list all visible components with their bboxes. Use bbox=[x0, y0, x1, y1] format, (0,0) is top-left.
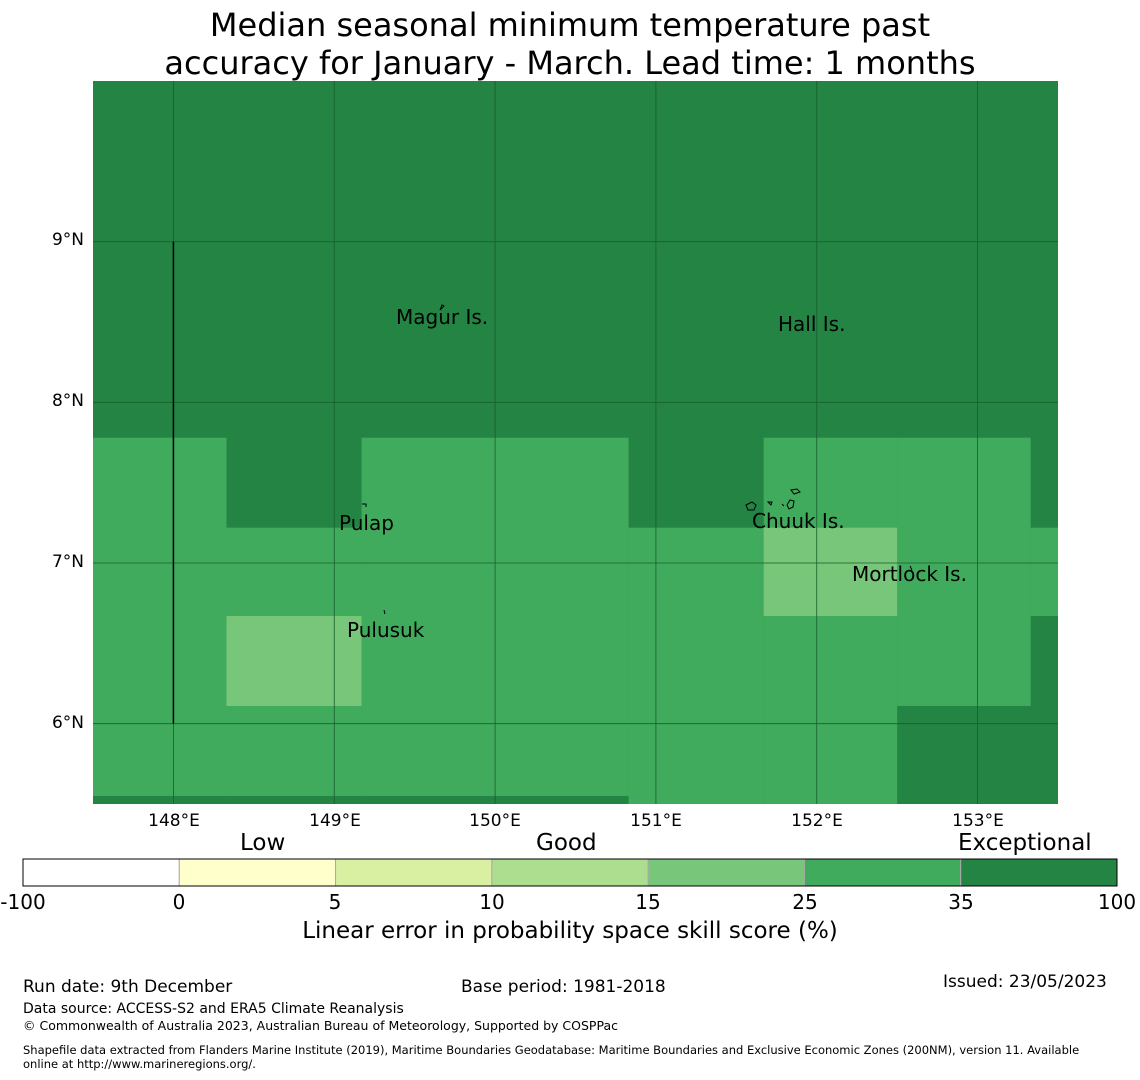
colorbar-tick: 5 bbox=[328, 890, 342, 914]
title-line-1: Median seasonal minimum temperature past bbox=[209, 6, 931, 44]
category-exceptional: Exceptional bbox=[958, 830, 1092, 856]
chuuk-island-outline bbox=[781, 503, 785, 507]
skill-cell-good-high bbox=[763, 437, 898, 804]
colorbar-tick: 35 bbox=[948, 890, 974, 914]
lon-tick-148e: 148°E bbox=[148, 811, 200, 831]
colorbar-frame bbox=[22, 858, 1118, 887]
mortlock-island-outline bbox=[909, 565, 913, 571]
lat-tick-8n: 8°N bbox=[51, 391, 84, 411]
colorbar-tick: 10 bbox=[479, 890, 505, 914]
colorbar-tick: 100 bbox=[1097, 890, 1137, 914]
chuuk-island-outline bbox=[766, 501, 773, 506]
chuuk-island-outline bbox=[745, 501, 757, 511]
lat-tick-6n: 6°N bbox=[51, 713, 84, 733]
issued-date: Issued: 23/05/2023 bbox=[943, 972, 1107, 992]
category-good: Good bbox=[536, 830, 597, 856]
colorbar-label: Linear error in probability space skill … bbox=[302, 918, 838, 944]
copyright: © Commonwealth of Australia 2023, Austra… bbox=[23, 1018, 618, 1033]
colorbar-bin bbox=[335, 858, 493, 887]
shapefile-credit-line-2: online at http://www.marineregions.org/. bbox=[23, 1057, 256, 1071]
title-line-2: accuracy for January - March. Lead time:… bbox=[164, 44, 976, 82]
data-source: Data source: ACCESS-S2 and ERA5 Climate … bbox=[23, 1001, 404, 1017]
place-label-magur: Magur Is. bbox=[396, 305, 489, 329]
chuuk-island-outline bbox=[790, 488, 801, 495]
colorbar-bin bbox=[22, 858, 180, 887]
place-label-pulap: Pulap bbox=[339, 511, 394, 535]
place-label-pulusuk: Pulusuk bbox=[347, 618, 425, 642]
shapefile-credit-line-1: Shapefile data extracted from Flanders M… bbox=[23, 1043, 1080, 1057]
lon-tick-152e: 152°E bbox=[791, 811, 843, 831]
pulap-island-outline bbox=[362, 503, 367, 507]
lon-tick-149e: 149°E bbox=[309, 811, 361, 831]
colorbar-tick: 0 bbox=[172, 890, 186, 914]
lat-tick-9n: 9°N bbox=[51, 230, 84, 250]
lon-tick-153e: 153°E bbox=[952, 811, 1004, 831]
colorbar-tick: 25 bbox=[792, 890, 818, 914]
skill-cell-good-high bbox=[628, 527, 764, 804]
pulusuk-island-outline bbox=[383, 609, 386, 615]
skill-cell-good-mid bbox=[226, 616, 362, 706]
base-period: Base period: 1981-2018 bbox=[461, 977, 666, 997]
colorbar-tick: -100 bbox=[0, 890, 46, 914]
magur-island-outline bbox=[439, 304, 445, 311]
chart-title: Median seasonal minimum temperature past… bbox=[0, 6, 1140, 82]
colorbar-bin bbox=[960, 858, 1118, 887]
skill-cell-good-high bbox=[93, 437, 227, 796]
skill-cell-good-mid bbox=[763, 527, 898, 617]
colorbar-bin bbox=[647, 858, 805, 887]
colorbar-bin bbox=[803, 858, 962, 887]
place-label-hall: Hall Is. bbox=[778, 312, 846, 336]
chuuk-island-outline bbox=[786, 499, 795, 510]
skill-cell-good-high bbox=[1030, 527, 1058, 617]
lon-tick-151e: 151°E bbox=[630, 811, 682, 831]
run-date: Run date: 9th December bbox=[23, 977, 233, 997]
place-label-mortlock: Mortlock Is. bbox=[852, 562, 967, 586]
colorbar-bin bbox=[178, 858, 337, 887]
category-low: Low bbox=[240, 830, 286, 856]
place-label-chuuk: Chuuk Is. bbox=[752, 509, 845, 533]
colorbar-bin bbox=[491, 858, 649, 887]
skill-cell-good-high bbox=[897, 437, 1031, 706]
colorbar-tick: 15 bbox=[635, 890, 661, 914]
lon-tick-150e: 150°E bbox=[469, 811, 521, 831]
lat-tick-7n: 7°N bbox=[51, 552, 84, 572]
